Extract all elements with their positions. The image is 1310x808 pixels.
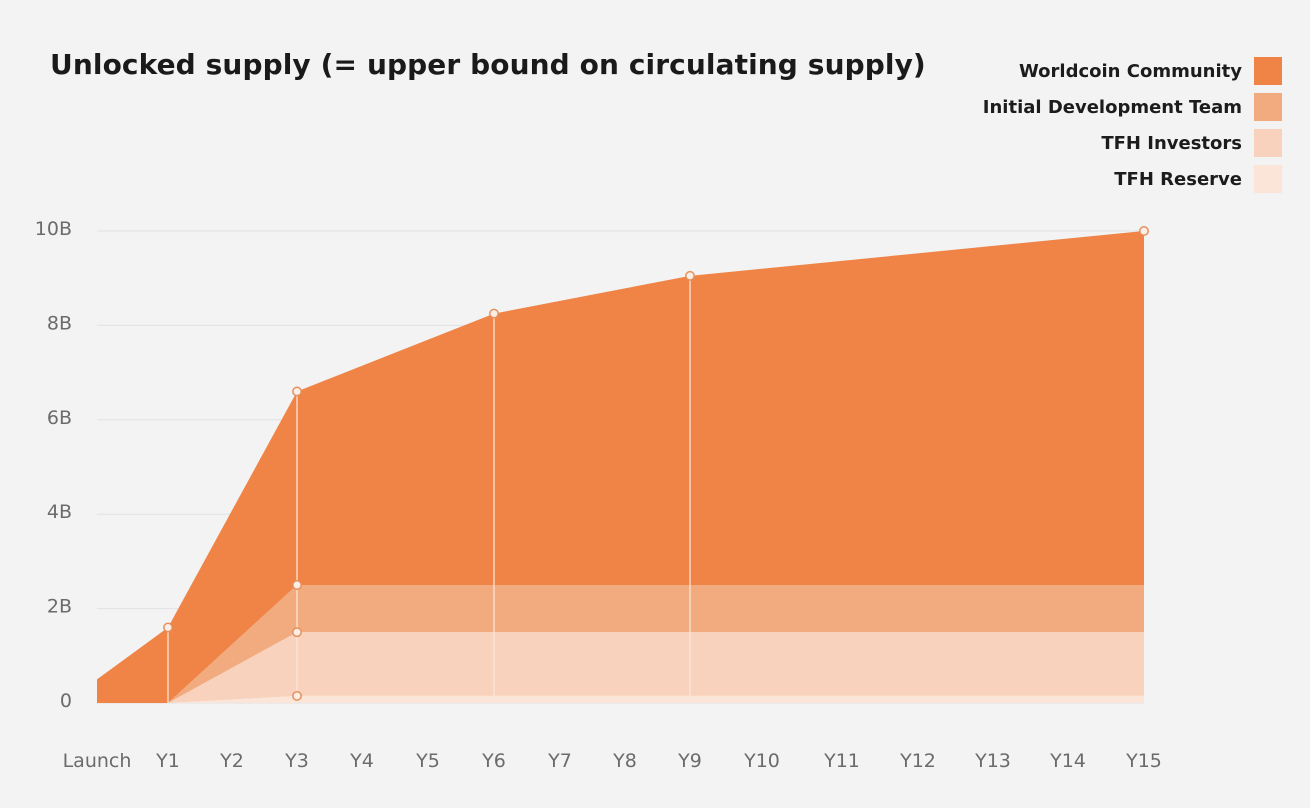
legend-label: Initial Development Team [982,96,1242,118]
chart-title: Unlocked supply (= upper bound on circul… [50,48,926,81]
x-tick-label: Y7 [547,750,572,772]
x-tick-label: Y3 [284,750,309,772]
x-tick-label: Y10 [743,750,780,772]
x-tick-label: Y6 [481,750,506,772]
area-initial-development-team [97,585,1144,703]
data-point [292,627,302,638]
data-point [489,308,499,319]
data-point [1139,226,1149,236]
x-tick-label: Y11 [823,750,860,772]
legend-item-initial-development-team: Initial Development Team [983,89,1282,125]
legend: Worldcoin Community Initial Development … [983,53,1282,197]
legend-swatch [1254,165,1282,193]
x-tick-label: Y15 [1125,750,1162,772]
x-tick-label: Y9 [677,750,702,772]
x-tick-label: Y5 [415,750,440,772]
legend-swatch [1254,93,1282,121]
x-tick-label: Y13 [974,750,1011,772]
x-tick-label: Y12 [899,750,936,772]
legend-item-worldcoin-community: Worldcoin Community [983,53,1282,89]
data-point [292,580,302,590]
y-tick-label: 6B [47,407,72,429]
data-point [292,386,302,397]
y-tick-label: 2B [47,596,72,618]
area-tfh-investors [97,632,1144,703]
x-tick-label: Y4 [349,750,374,772]
x-tick-label: Y8 [612,750,637,772]
x-tick-label: Y14 [1049,750,1086,772]
y-tick-label: 0 [60,690,72,712]
legend-swatch [1254,129,1282,157]
legend-item-tfh-reserve: TFH Reserve [983,161,1282,197]
legend-item-tfh-investors: TFH Investors [983,125,1282,161]
y-tick-label: 8B [47,312,72,334]
data-point [685,270,695,281]
legend-label: TFH Investors [1101,132,1242,154]
data-point [292,690,302,701]
legend-swatch [1254,57,1282,85]
legend-label: Worldcoin Community [1018,60,1242,82]
legend-label: TFH Reserve [1114,168,1242,190]
data-point [163,622,173,633]
x-tick-label: Launch [63,750,132,772]
area-tfh-reserve [97,695,1144,703]
y-tick-label: 10B [35,218,72,240]
y-tick-label: 4B [47,501,72,523]
x-tick-label: Y1 [155,750,180,772]
x-tick-label: Y2 [219,750,244,772]
